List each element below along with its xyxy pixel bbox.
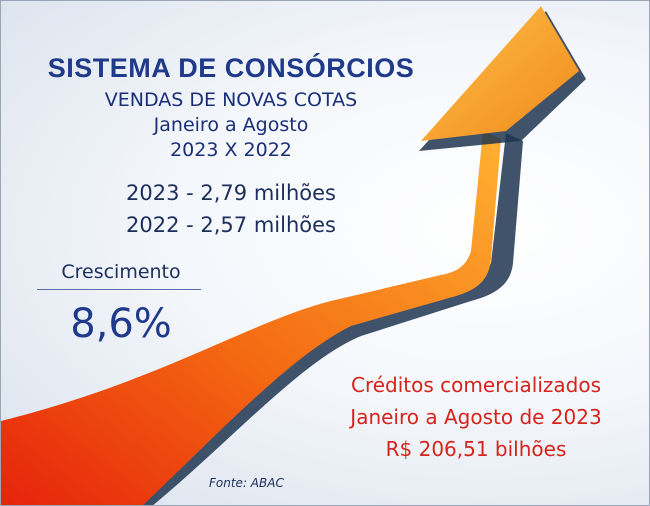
subtitle-line-2: Janeiro a Agosto [153, 114, 309, 136]
stat-2023: 2023 - 2,79 milhões [126, 181, 336, 205]
subtitle-line-1: VENDAS DE NOVAS COTAS [104, 89, 358, 111]
growth-value: 8,6% [70, 301, 172, 347]
credits-line-2: Janeiro a Agosto de 2023 [350, 405, 602, 429]
source-note: Fonte: ABAC [209, 476, 284, 490]
subtitle-line-3: 2023 X 2022 [170, 139, 292, 161]
growth-label: Crescimento [61, 261, 181, 283]
growth-divider [37, 289, 201, 290]
page-title: SISTEMA DE CONSÓRCIOS [47, 53, 415, 83]
stat-2022: 2022 - 2,57 milhões [126, 213, 336, 237]
credits-line-1: Créditos comercializados [351, 373, 601, 397]
credits-line-3: R$ 206,51 bilhões [385, 437, 567, 461]
